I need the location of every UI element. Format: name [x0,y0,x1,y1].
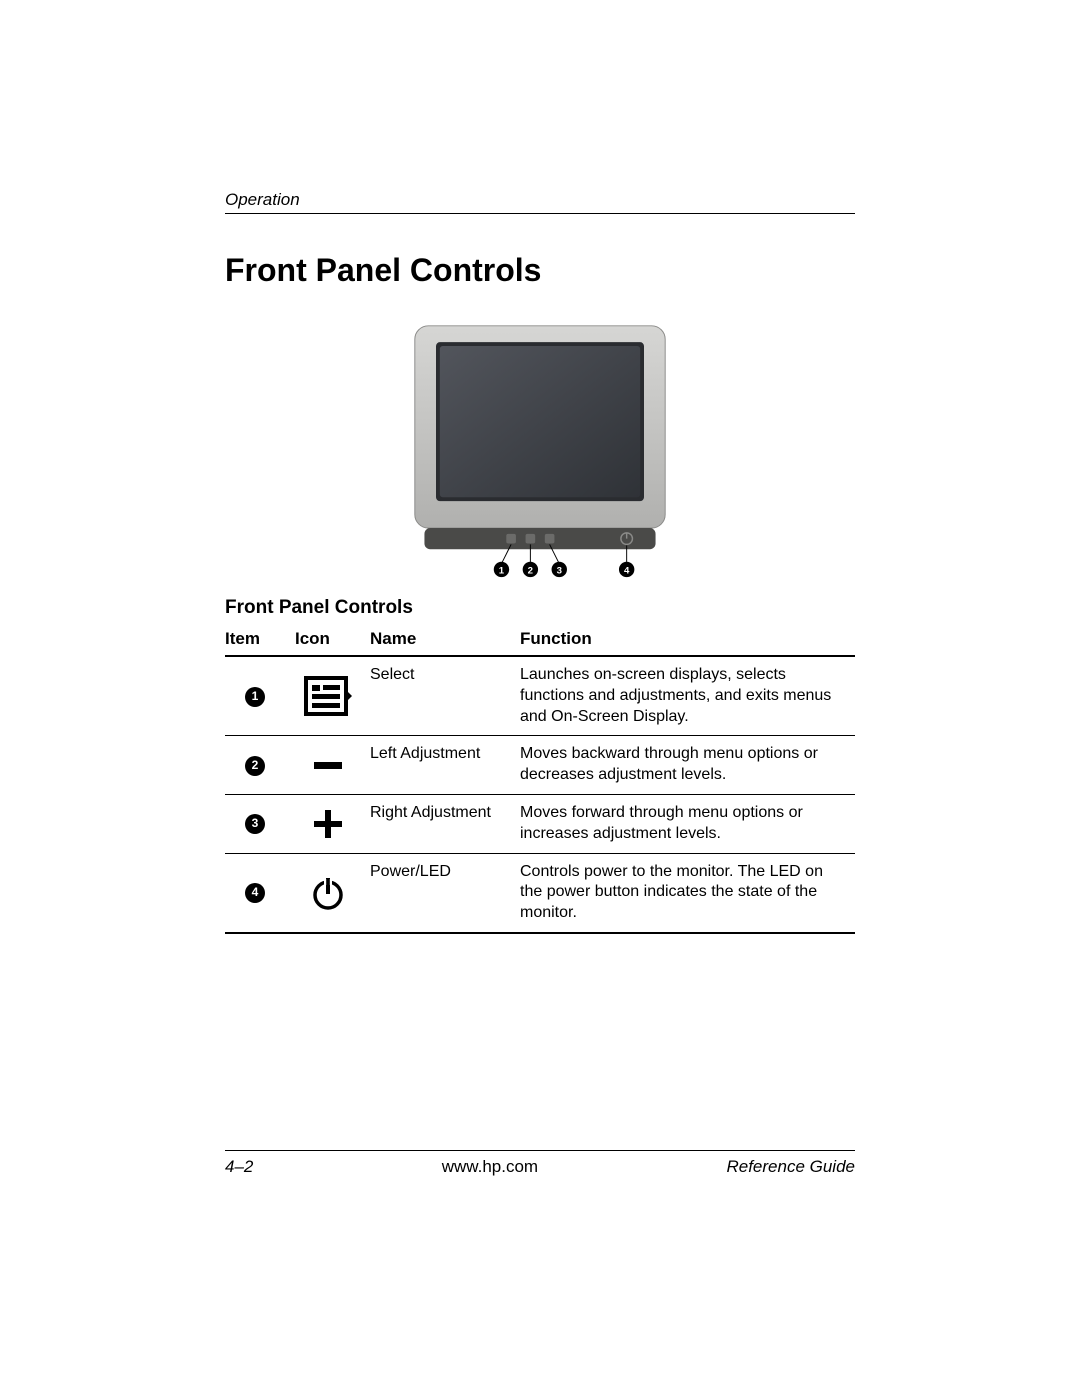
control-function: Controls power to the monitor. The LED o… [520,853,855,933]
svg-text:2: 2 [528,565,533,576]
callout-2: 2 [523,562,538,577]
col-header-item: Item [225,625,295,656]
monitor-figure: 1 2 3 4 [225,321,855,581]
page-title: Front Panel Controls [225,252,855,289]
controls-table: Item Icon Name Function 1 [225,625,855,934]
footer-doc: Reference Guide [726,1157,855,1177]
monitor-svg: 1 2 3 4 [390,321,690,581]
chapter-label: Operation [225,190,300,209]
control-name: Select [370,656,520,736]
table-caption: Front Panel Controls [225,597,855,619]
minus-icon [295,736,370,795]
control-name: Left Adjustment [370,736,520,795]
svg-text:4: 4 [624,565,630,576]
col-header-name: Name [370,625,520,656]
item-number: 1 [245,687,265,707]
col-header-icon: Icon [295,625,370,656]
page-footer: 4–2 www.hp.com Reference Guide [225,1150,855,1177]
running-header: Operation [225,190,855,214]
control-function: Moves backward through menu options or d… [520,736,855,795]
col-header-function: Function [520,625,855,656]
callout-1: 1 [494,562,509,577]
control-name: Power/LED [370,853,520,933]
svg-text:3: 3 [557,565,562,576]
item-number: 4 [245,883,265,903]
footer-url: www.hp.com [442,1157,538,1177]
power-icon [295,853,370,933]
item-number: 2 [245,756,265,776]
control-function: Moves forward through menu options or in… [520,794,855,853]
select-icon [295,656,370,736]
item-number: 3 [245,814,265,834]
table-row: 4 Power/LED Controls power to the monito… [225,853,855,933]
callout-4: 4 [619,562,634,577]
svg-text:1: 1 [499,565,505,576]
control-function: Launches on-screen displays, selects fun… [520,656,855,736]
control-name: Right Adjustment [370,794,520,853]
plus-icon [295,794,370,853]
table-row: 3 Right Adjustment Moves forward through… [225,794,855,853]
table-row: 1 Select Launches on-screen displays, se… [225,656,855,736]
callout-3: 3 [552,562,567,577]
page-content: Operation Front Panel Controls [225,190,855,934]
table-row: 2 Left Adjustment Moves backward through… [225,736,855,795]
footer-page: 4–2 [225,1157,253,1177]
